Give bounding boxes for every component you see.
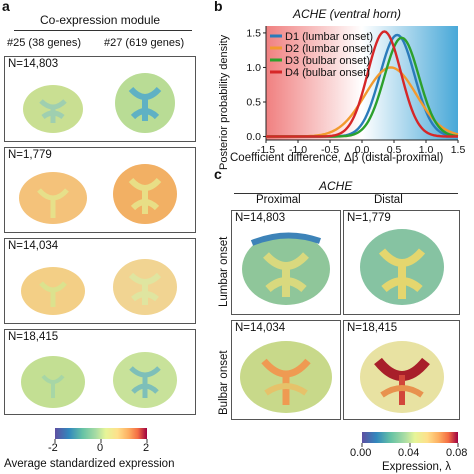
legend-label-4: D4 (bulbar onset) (285, 67, 370, 79)
module-title-rule (14, 30, 192, 31)
panel-c-letter: c (214, 166, 222, 182)
ache-map-lumbar-distal-section (360, 229, 444, 305)
module-25-header: #25 (38 genes) (7, 37, 81, 49)
ache-map-bulbar-distal-section (360, 341, 444, 413)
legend-label-1: D1 (lumbar onset) (285, 31, 373, 43)
expression-colorbar-label: Expression, λ (382, 461, 452, 473)
module-row-4-sections (21, 352, 177, 408)
chart-title: ACHE (ventral horn) (293, 7, 402, 21)
legend-label-3: D3 (bulbar onset) (285, 55, 370, 67)
ache-map-lumbar-proximal: N=14,803 (231, 210, 341, 315)
module-colorbar-tick-min: -2 (48, 442, 58, 454)
x-tick-label-0: -1.5 (257, 144, 275, 156)
module-colorbar-tick-max: 2 (143, 442, 150, 454)
module-27-header: #27 (619 genes) (104, 37, 185, 49)
y-tick-label-0: 0.0 (246, 131, 261, 143)
ache-map-lumbar-proximal-n: N=14,803 (235, 212, 286, 224)
module-row-3-n: N=14,034 (8, 240, 59, 252)
module-colorbar-label: Average standardized expression (4, 458, 175, 470)
x-tick-label-3: 0.0 (355, 144, 370, 156)
ache-map-title: ACHE (319, 179, 353, 193)
module-row-4: N=18,415 (4, 329, 196, 415)
legend-label-2: D2 (lumbar onset) (285, 43, 373, 55)
expression-colorbar-tick-mid: 0.04 (398, 447, 420, 459)
module-row-2: N=1,779 (4, 147, 196, 233)
module-row-3-sections (21, 259, 177, 315)
module-row-1-n: N=14,803 (8, 58, 59, 70)
y-tick-label-2: 1.0 (246, 62, 261, 74)
ache-map-bulbar-proximal-section (240, 341, 332, 413)
x-tick-label-2: -0.5 (321, 144, 339, 156)
panel-b-letter: b (214, 0, 223, 14)
ache-title-rule (234, 193, 458, 194)
expression-colorbar-tick-max: 0.08 (446, 447, 468, 459)
ache-map-bulbar-distal-n: N=18,415 (347, 322, 398, 334)
ache-map-bulbar-proximal-n: N=14,034 (235, 322, 286, 334)
module-row-2-n: N=1,779 (8, 149, 52, 161)
expression-colorbar-tick-min: 0.00 (350, 447, 372, 459)
chart-plot-area (266, 26, 458, 140)
module-row-2-sections (19, 164, 177, 224)
ache-map-bulbar-distal: N=18,415 (343, 320, 460, 420)
module-row-4-n: N=18,415 (8, 331, 59, 343)
ache-map-lumbar-distal-n: N=1,779 (347, 212, 391, 224)
y-tick-label-1: 0.5 (246, 97, 261, 109)
module-row-1-sections (23, 73, 175, 133)
ache-map-lumbar-distal: N=1,779 (343, 210, 460, 315)
ache-map-bulbar-proximal: N=14,034 (231, 320, 341, 420)
x-tick-label-1: -1.0 (289, 144, 307, 156)
module-row-3: N=14,034 (4, 238, 196, 324)
module-colorbar-tick-mid: 0 (97, 442, 104, 454)
x-tick-label-4: 0.5 (387, 144, 402, 156)
y-tick-label-3: 1.5 (246, 27, 261, 39)
x-tick-label-5: 1.0 (419, 144, 434, 156)
panel-a-letter: a (2, 0, 10, 14)
module-row-1: N=14,803 (4, 56, 196, 142)
column-proximal: Proximal (256, 194, 301, 206)
ache-map-lumbar-proximal-section (242, 232, 330, 305)
x-tick-label-6: 1.5 (451, 144, 466, 156)
series-line-4 (266, 30, 458, 138)
module-title: Co-expression module (40, 13, 161, 27)
column-distal: Distal (374, 194, 403, 206)
chart-xlabel: Coefficient difference, Δβ (distal-proxi… (230, 152, 444, 164)
